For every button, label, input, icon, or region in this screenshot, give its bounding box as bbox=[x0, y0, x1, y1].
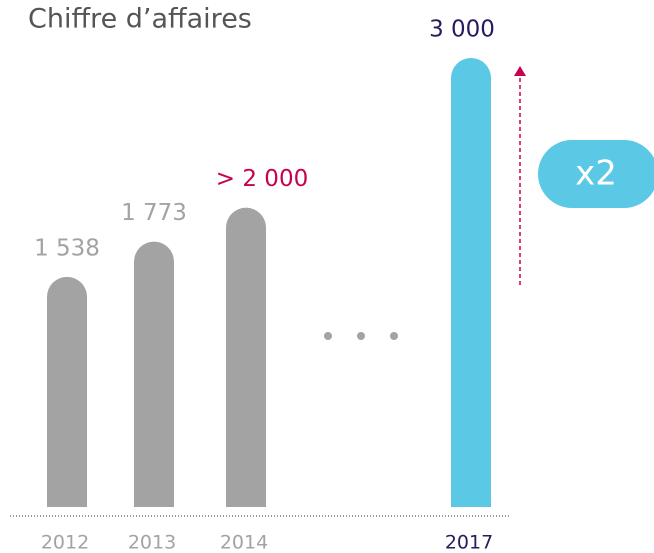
x-tick-label: 2017 bbox=[445, 532, 493, 553]
arrow-head bbox=[514, 66, 526, 76]
x-tick-label: 2014 bbox=[220, 532, 268, 553]
bar bbox=[134, 241, 174, 508]
bar bbox=[47, 276, 87, 507]
dot bbox=[357, 332, 365, 340]
dot bbox=[324, 332, 332, 340]
ellipsis bbox=[324, 332, 398, 340]
dot bbox=[390, 332, 398, 340]
x-tick-label: 2013 bbox=[128, 532, 176, 553]
value-label: 1 538 bbox=[34, 235, 100, 261]
annotation-pill bbox=[538, 140, 654, 208]
value-label: > 2 000 bbox=[216, 166, 308, 192]
annotation: x2 bbox=[575, 154, 617, 194]
chart-title: Chiffre d’affaires bbox=[28, 4, 252, 35]
bar bbox=[226, 207, 266, 507]
value-label: 1 773 bbox=[121, 200, 187, 226]
bar bbox=[451, 58, 491, 507]
value-label: 3 000 bbox=[429, 17, 495, 43]
x-tick-label: 2012 bbox=[41, 532, 89, 553]
